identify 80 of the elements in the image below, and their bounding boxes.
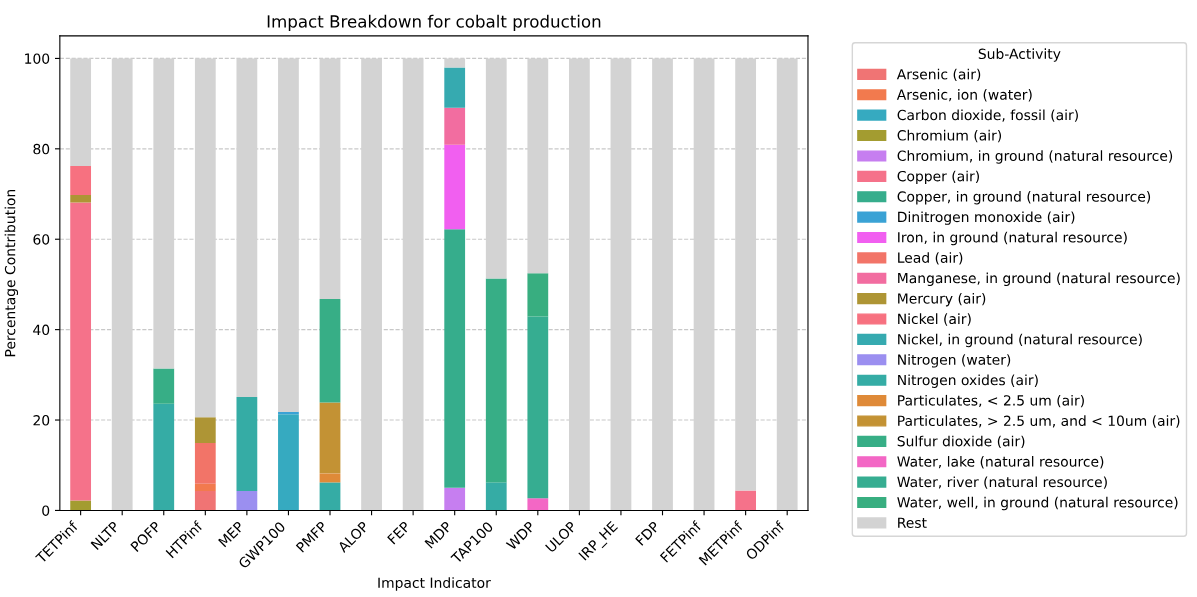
bar bbox=[111, 58, 133, 511]
bar bbox=[444, 67, 466, 108]
bar bbox=[735, 490, 757, 511]
y-tick-label: 20 bbox=[33, 415, 50, 426]
y-tick-label: 80 bbox=[33, 143, 50, 155]
bar bbox=[70, 194, 92, 203]
y-tick-label: 0 bbox=[42, 505, 50, 516]
bar bbox=[693, 58, 715, 511]
legend-label: Chromium, in ground (natural resource) bbox=[897, 150, 1173, 164]
legend-label: Dinitrogen monoxide (air) bbox=[898, 211, 1075, 225]
x-tick-label: FEP bbox=[387, 520, 411, 545]
legend-title: Sub-Activity bbox=[978, 48, 1061, 62]
legend-label: Particulates, < 2.5 um (air) bbox=[898, 394, 1084, 408]
bar bbox=[319, 298, 341, 403]
bar bbox=[776, 58, 798, 511]
bar bbox=[444, 487, 466, 511]
legend-label: Arsenic (air) bbox=[896, 68, 981, 82]
bar bbox=[70, 202, 92, 501]
bar bbox=[153, 58, 175, 369]
bar bbox=[194, 443, 216, 484]
legend-label: Nitrogen oxides (air) bbox=[898, 374, 1038, 388]
bar bbox=[444, 58, 466, 68]
legend-label: Arsenic, ion (water) bbox=[896, 89, 1032, 102]
legend-label: Copper (air) bbox=[897, 170, 979, 185]
bar bbox=[236, 58, 258, 397]
legend-label: Water, lake (natural resource) bbox=[897, 456, 1104, 469]
legend-label: Mercury (air) bbox=[898, 292, 986, 307]
bar bbox=[485, 58, 507, 279]
chart-title: Impact Breakdown for cobalt production bbox=[267, 14, 601, 31]
bar bbox=[735, 58, 757, 491]
bar bbox=[610, 58, 632, 511]
legend-label: Carbon dioxide, fossil (air) bbox=[897, 109, 1078, 122]
bar bbox=[485, 278, 507, 483]
legend-label: Chromium (air) bbox=[897, 129, 1002, 143]
y-tick-label: 40 bbox=[33, 324, 50, 336]
bar bbox=[527, 498, 549, 511]
legend-label: Water, river (natural resource) bbox=[897, 476, 1107, 489]
bar bbox=[568, 58, 590, 511]
bar bbox=[70, 166, 92, 195]
legend-label: Lead (air) bbox=[898, 252, 963, 265]
legend-label: Iron, in ground (natural resource) bbox=[898, 231, 1127, 246]
bar bbox=[361, 58, 382, 511]
bar bbox=[278, 414, 299, 511]
bar bbox=[194, 491, 216, 511]
legend-label: Nickel (air) bbox=[898, 313, 971, 326]
bar bbox=[402, 58, 424, 511]
bar bbox=[319, 58, 341, 299]
bar bbox=[652, 58, 673, 511]
bar bbox=[70, 58, 92, 166]
y-tick-label: 100 bbox=[25, 53, 50, 64]
bar bbox=[444, 107, 466, 145]
bar bbox=[236, 396, 258, 491]
y-axis-title: Percentage Contribution bbox=[4, 189, 19, 357]
bar bbox=[278, 58, 299, 412]
legend-label: Nitrogen (water) bbox=[898, 354, 1011, 368]
bar bbox=[194, 417, 216, 444]
bar bbox=[70, 500, 92, 511]
legend-label: Sulfur dioxide (air) bbox=[897, 435, 1025, 449]
x-axis-title: Impact Indicator bbox=[378, 577, 491, 591]
bar bbox=[444, 229, 466, 488]
bar bbox=[153, 403, 175, 511]
legend-label: Rest bbox=[898, 517, 927, 528]
bar bbox=[527, 273, 549, 317]
legend-label: Nickel, in ground (natural resource) bbox=[898, 333, 1142, 348]
legend-label: Copper, in ground (natural resource) bbox=[897, 191, 1151, 205]
legend-label: Water, well, in ground (natural resource) bbox=[897, 496, 1178, 511]
legend-label: Manganese, in ground (natural resource) bbox=[898, 272, 1180, 287]
bar bbox=[485, 482, 507, 511]
legend-label: Particulates, > 2.5 um, and < 10um (air) bbox=[898, 415, 1180, 428]
bar bbox=[527, 316, 549, 499]
bar bbox=[319, 482, 341, 511]
bar bbox=[236, 491, 258, 511]
bar bbox=[444, 144, 466, 230]
bar bbox=[153, 368, 175, 404]
bar bbox=[527, 58, 549, 274]
bar bbox=[194, 483, 216, 491]
bar bbox=[319, 402, 341, 474]
bar bbox=[319, 473, 341, 483]
bar bbox=[194, 58, 216, 418]
y-tick-label: 60 bbox=[33, 234, 50, 245]
